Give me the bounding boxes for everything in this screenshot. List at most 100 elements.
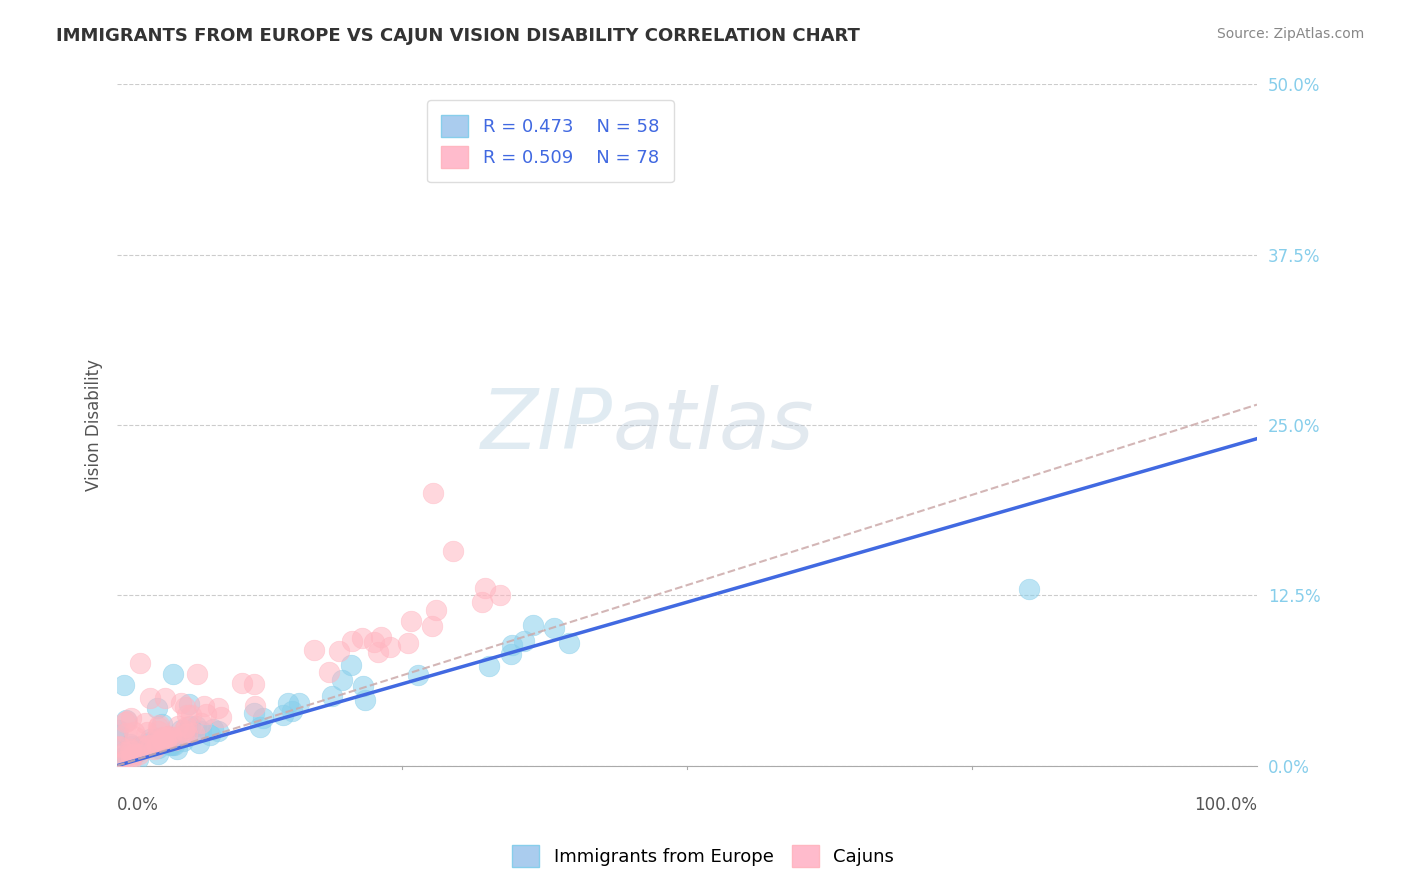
Point [120, 753, 142, 767]
Point [209, 710, 232, 724]
Point [176, 727, 198, 741]
Point [143, 741, 166, 756]
Point [148, 717, 170, 731]
Point [243, 699, 266, 714]
Point [160, 737, 183, 751]
Point [117, 747, 139, 761]
Point [363, 634, 385, 648]
Point [271, 707, 294, 722]
Point [153, 691, 176, 706]
Point [352, 631, 374, 645]
Point [148, 731, 170, 745]
Point [207, 723, 229, 738]
Point [160, 738, 183, 752]
Text: IMMIGRANTS FROM EUROPE VS CAJUN VISION DISABILITY CORRELATION CHART: IMMIGRANTS FROM EUROPE VS CAJUN VISION D… [56, 27, 860, 45]
Point [111, 756, 134, 770]
Point [111, 754, 134, 768]
Point [513, 634, 536, 648]
Point [132, 740, 155, 755]
Point [163, 732, 186, 747]
Point [242, 677, 264, 691]
Point [281, 705, 304, 719]
Point [470, 595, 492, 609]
Point [420, 619, 443, 633]
Point [160, 731, 183, 745]
Point [118, 741, 141, 756]
Text: 100.0%: 100.0% [1194, 797, 1257, 814]
Point [122, 724, 145, 739]
Point [252, 711, 274, 725]
Point [174, 720, 197, 734]
Point [366, 645, 388, 659]
Point [332, 673, 354, 688]
Point [118, 737, 141, 751]
Point [425, 603, 447, 617]
Point [115, 714, 138, 729]
Point [139, 738, 162, 752]
Point [139, 735, 162, 749]
Point [128, 747, 150, 761]
Point [231, 676, 253, 690]
Point [120, 750, 142, 764]
Point [136, 725, 159, 739]
Point [478, 659, 501, 673]
Point [152, 731, 174, 745]
Point [146, 747, 169, 761]
Point [110, 739, 132, 754]
Point [145, 700, 167, 714]
Point [138, 731, 160, 746]
Point [107, 723, 129, 737]
Point [150, 732, 173, 747]
Point [277, 696, 299, 710]
Point [170, 723, 193, 737]
Point [138, 738, 160, 752]
Point [166, 719, 188, 733]
Point [155, 735, 177, 749]
Point [124, 746, 146, 760]
Point [172, 734, 194, 748]
Point [195, 707, 218, 722]
Point [128, 739, 150, 754]
Point [288, 696, 311, 710]
Point [173, 727, 195, 741]
Point [200, 729, 222, 743]
Point [179, 719, 201, 733]
Point [501, 638, 523, 652]
Point [124, 730, 146, 744]
Point [489, 588, 512, 602]
Point [108, 744, 131, 758]
Point [321, 690, 343, 704]
Point [1018, 582, 1040, 596]
Point [148, 740, 170, 755]
Text: Source: ZipAtlas.com: Source: ZipAtlas.com [1216, 27, 1364, 41]
Point [153, 730, 176, 744]
Point [422, 486, 444, 500]
Point [193, 699, 215, 714]
Point [249, 720, 271, 734]
Point [166, 742, 188, 756]
Point [127, 752, 149, 766]
Point [184, 719, 207, 733]
Text: 0.0%: 0.0% [117, 797, 159, 814]
Point [115, 726, 138, 740]
Point [201, 722, 224, 736]
Point [146, 720, 169, 734]
Point [174, 700, 197, 714]
Point [187, 736, 209, 750]
Point [408, 667, 430, 681]
Point [108, 757, 131, 772]
Point [396, 636, 419, 650]
Text: atlas: atlas [613, 384, 814, 466]
Point [176, 708, 198, 723]
Point [156, 730, 179, 744]
Point [474, 582, 496, 596]
Legend: Immigrants from Europe, Cajuns: Immigrants from Europe, Cajuns [505, 838, 901, 874]
Point [143, 734, 166, 748]
Point [342, 634, 364, 648]
Point [370, 630, 392, 644]
Point [304, 643, 326, 657]
Point [207, 701, 229, 715]
Point [173, 723, 195, 737]
Point [318, 665, 340, 679]
Text: ZIP: ZIP [481, 384, 613, 466]
